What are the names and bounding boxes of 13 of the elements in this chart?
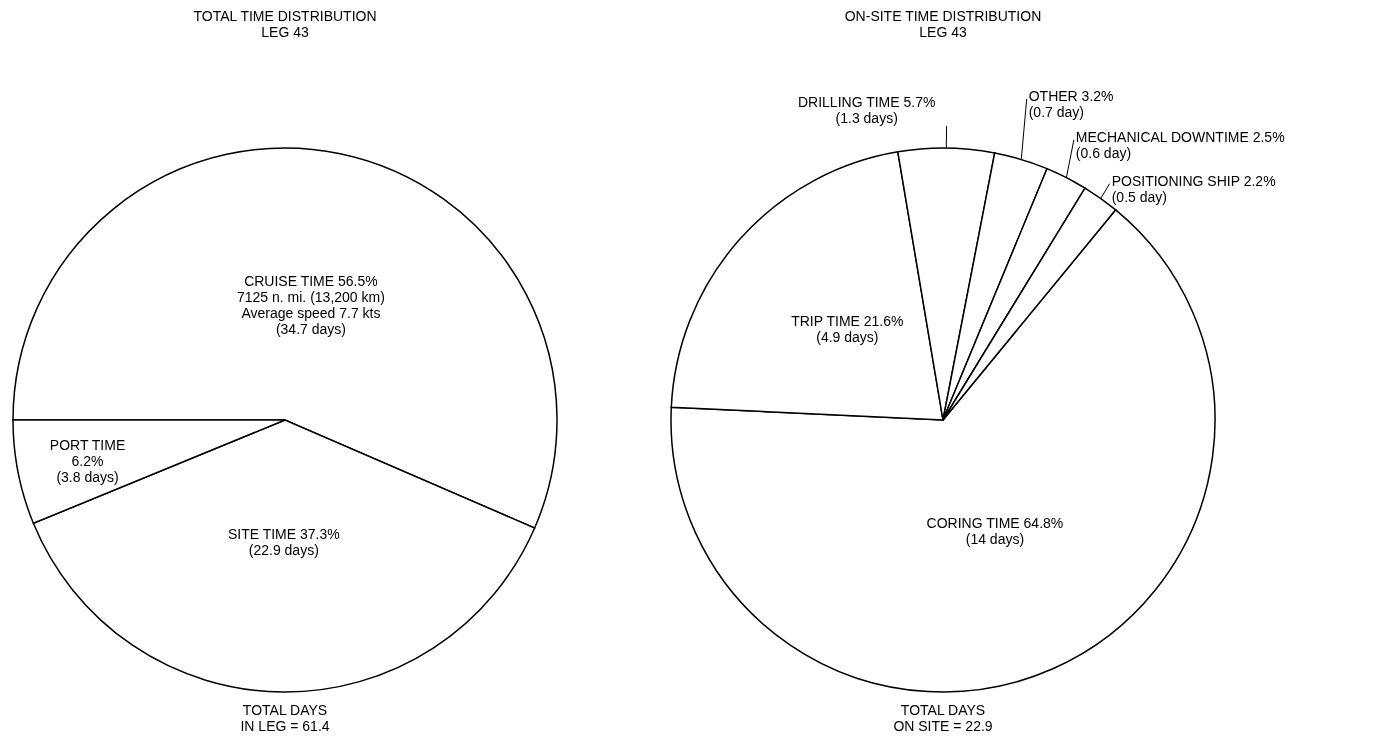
slice-label: POSITIONING SHIP 2.2% (0.5 day) — [1111, 172, 1276, 205]
slice-label: DRILLING TIME 5.7% (1.3 days) — [797, 94, 936, 127]
slice-label: SITE TIME 37.3% (22.9 days) — [227, 525, 340, 558]
slice-label: OTHER 3.2% (0.7 day) — [1028, 88, 1114, 121]
slice-label: CORING TIME 64.8% (14 days) — [926, 514, 1064, 547]
chart-title: ON-SITE TIME DISTRIBUTION LEG 43 — [844, 8, 1042, 40]
chart-title: TOTAL TIME DISTRIBUTION LEG 43 — [193, 8, 377, 40]
slice-label: PORT TIME 6.2% (3.8 days) — [49, 436, 126, 485]
slice-label: MECHANICAL DOWNTIME 2.5% (0.6 day) — [1075, 128, 1285, 161]
text: TOTAL DAYS IN LEG = 61.4 — [240, 702, 330, 734]
text: TOTAL DAYS ON SITE = 22.9 — [893, 702, 993, 734]
slice-label: CRUISE TIME 56.5% 7125 n. mi. (13,200 km) Average speed 7.7 kts (34.7 days) — [236, 272, 385, 337]
slice-label: TRIP TIME 21.6% (4.9 days) — [791, 313, 904, 346]
